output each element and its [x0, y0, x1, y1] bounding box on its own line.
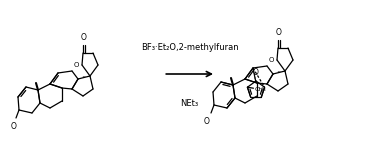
Text: CH₃: CH₃ — [254, 87, 266, 92]
Text: O: O — [11, 122, 17, 131]
Text: O: O — [74, 62, 79, 68]
Text: O: O — [269, 57, 274, 63]
Text: ···: ··· — [276, 69, 284, 78]
Text: ···: ··· — [81, 74, 89, 82]
Text: BF₃·Et₂O,2-methylfuran: BF₃·Et₂O,2-methylfuran — [141, 43, 238, 52]
Text: O: O — [204, 117, 210, 126]
Text: O: O — [81, 33, 87, 42]
Text: O: O — [276, 28, 282, 37]
Text: NEt₃: NEt₃ — [181, 99, 199, 108]
Text: O: O — [253, 68, 259, 77]
